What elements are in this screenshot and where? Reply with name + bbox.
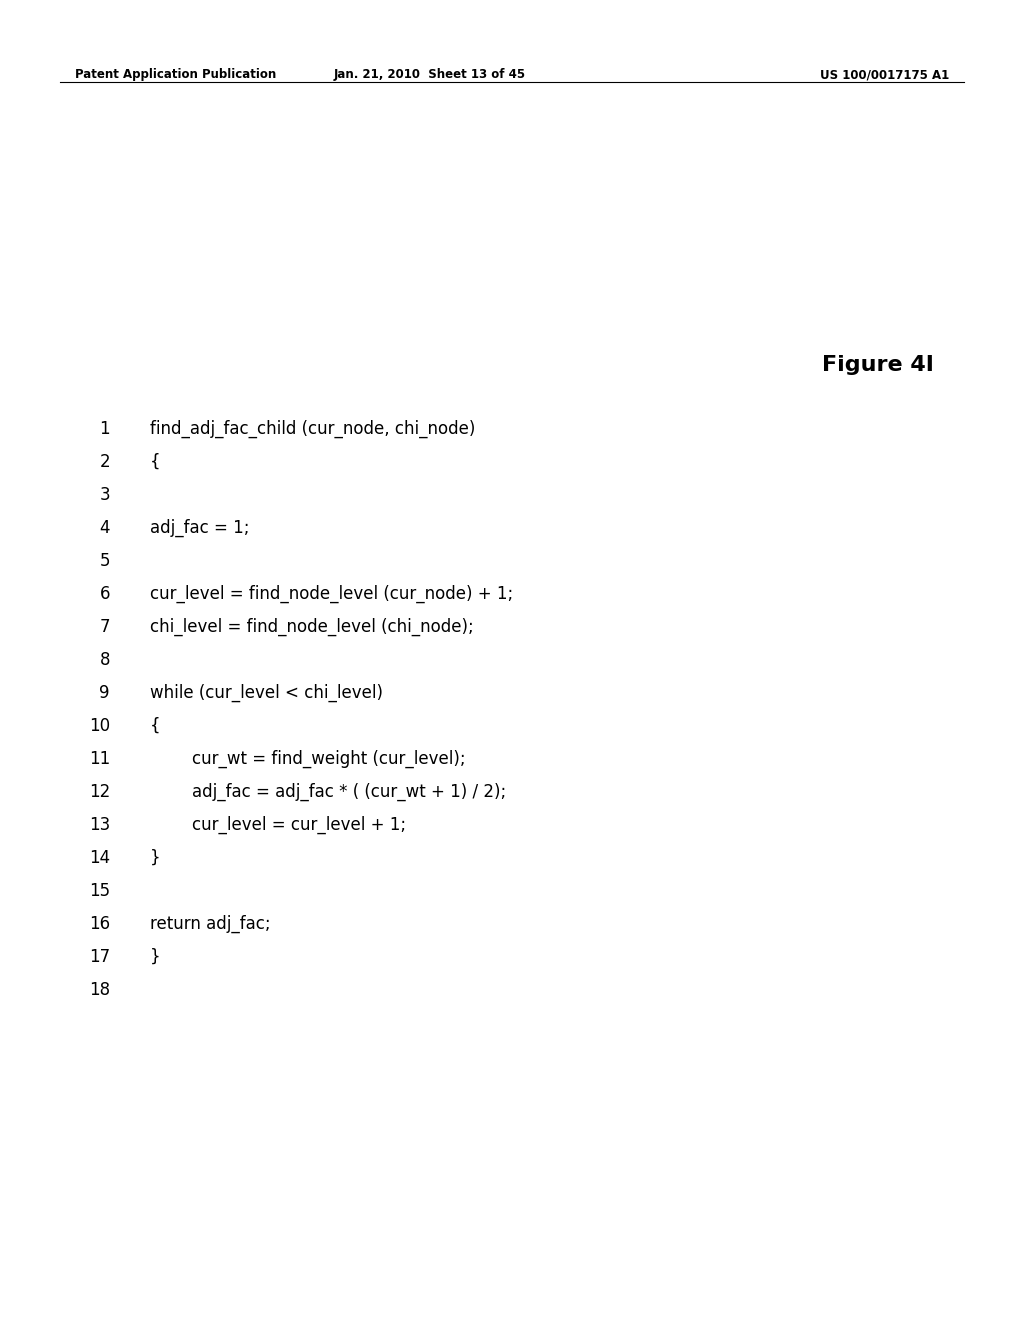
Text: Patent Application Publication: Patent Application Publication: [75, 69, 276, 81]
Text: 7: 7: [99, 618, 110, 636]
Text: 6: 6: [99, 585, 110, 603]
Text: 10: 10: [89, 717, 110, 735]
Text: 11: 11: [89, 750, 110, 768]
Text: 16: 16: [89, 915, 110, 933]
Text: 12: 12: [89, 783, 110, 801]
Text: Figure 4I: Figure 4I: [822, 355, 934, 375]
Text: 1: 1: [99, 420, 110, 438]
Text: adj_fac = adj_fac * ( (cur_wt + 1) / 2);: adj_fac = adj_fac * ( (cur_wt + 1) / 2);: [150, 783, 506, 801]
Text: while (cur_level < chi_level): while (cur_level < chi_level): [150, 684, 383, 702]
Text: 15: 15: [89, 882, 110, 900]
Text: 17: 17: [89, 948, 110, 966]
Text: 9: 9: [99, 684, 110, 702]
Text: US 100/0017175 A1: US 100/0017175 A1: [820, 69, 949, 81]
Text: return adj_fac;: return adj_fac;: [150, 915, 270, 933]
Text: }: }: [150, 948, 161, 966]
Text: Jan. 21, 2010  Sheet 13 of 45: Jan. 21, 2010 Sheet 13 of 45: [334, 69, 526, 81]
Text: 8: 8: [99, 651, 110, 669]
Text: find_adj_fac_child (cur_node, chi_node): find_adj_fac_child (cur_node, chi_node): [150, 420, 475, 438]
Text: 18: 18: [89, 981, 110, 999]
Text: {: {: [150, 453, 161, 471]
Text: cur_level = cur_level + 1;: cur_level = cur_level + 1;: [150, 816, 407, 834]
Text: cur_level = find_node_level (cur_node) + 1;: cur_level = find_node_level (cur_node) +…: [150, 585, 513, 603]
Text: 13: 13: [89, 816, 110, 834]
Text: }: }: [150, 849, 161, 867]
Text: 5: 5: [99, 552, 110, 570]
Text: adj_fac = 1;: adj_fac = 1;: [150, 519, 250, 537]
Text: cur_wt = find_weight (cur_level);: cur_wt = find_weight (cur_level);: [150, 750, 466, 768]
Text: {: {: [150, 717, 161, 735]
Text: 3: 3: [99, 486, 110, 504]
Text: 2: 2: [99, 453, 110, 471]
Text: 14: 14: [89, 849, 110, 867]
Text: chi_level = find_node_level (chi_node);: chi_level = find_node_level (chi_node);: [150, 618, 474, 636]
Text: 4: 4: [99, 519, 110, 537]
